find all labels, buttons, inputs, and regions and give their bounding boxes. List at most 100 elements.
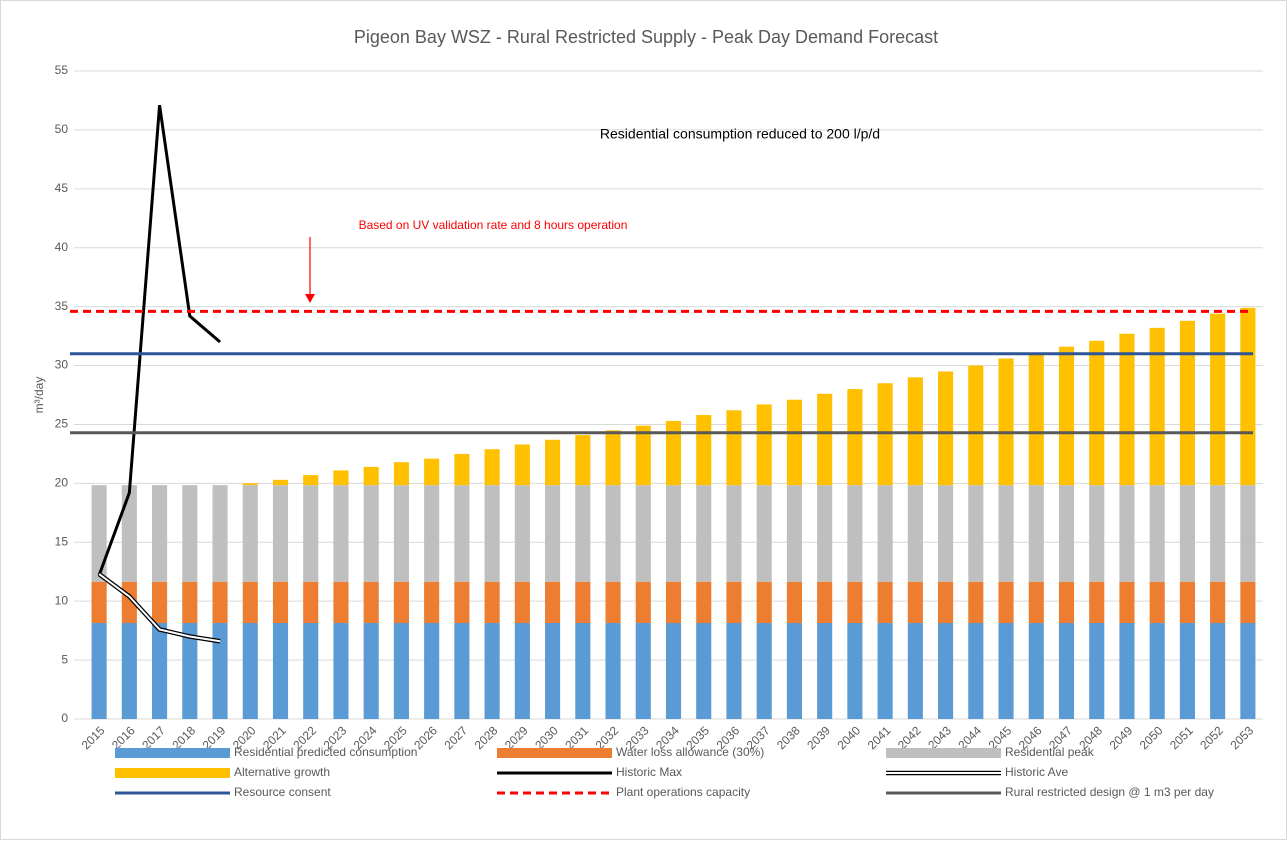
y-tick-label: 25 [55,417,69,431]
legend-label: Residential peak [1005,745,1095,759]
bar-segment [998,622,1014,719]
bar-segment [696,622,712,719]
bar-segment [817,622,833,719]
bar-segment [1210,485,1226,582]
bar-segment [907,622,923,719]
bar-segment [514,485,530,582]
bar-segment [847,389,863,486]
bar-segment [726,581,742,623]
bar-segment [393,581,409,623]
bar-segment [363,466,379,486]
bar-segment [1119,333,1135,486]
bar-segment [1028,581,1044,623]
bar-segment [545,485,561,582]
bar-segment [756,581,772,623]
bar-segment [1058,485,1075,582]
bar-segment [303,622,319,719]
y-tick-label: 5 [61,652,68,666]
bar-segment [605,581,621,623]
bar-segment [1089,340,1105,486]
bar-segment [424,458,440,486]
bar-segment [454,485,470,582]
bar-segment [1240,581,1256,623]
bar-segment [1240,622,1256,719]
bar-segment [242,581,258,623]
legend-label: Resource consent [234,785,331,799]
bar-segment [968,365,984,486]
bar-segment [998,358,1014,486]
bar-segment [152,622,168,719]
y-tick-label: 15 [55,534,69,548]
bar-segment [363,622,379,719]
y-tick-label: 30 [55,358,69,372]
bar-segment [786,485,802,582]
y-tick-label: 50 [55,122,69,136]
bar-segment [907,581,923,623]
bar-segment [968,485,984,582]
bar-segment [605,622,621,719]
bar-segment [605,430,621,486]
bar-segment [242,483,258,486]
bar-segment [1089,581,1105,623]
bar-segment [212,581,228,623]
bar-segment [575,435,591,486]
bar-segment [1089,622,1105,719]
bar-segment [1149,485,1165,582]
bar-segment [786,399,802,486]
bar-segment [1179,485,1195,582]
bar-segment [998,485,1014,582]
bar-segment [1210,313,1226,486]
bar-segment [272,485,289,582]
bar-segment [696,415,712,486]
bar-segment [817,485,833,582]
legend-swatch [115,768,230,778]
bar-segment [1119,485,1135,582]
bar-segment [1149,327,1165,486]
bar-segment [665,581,682,623]
bar-segment [454,453,470,486]
bar-segment [968,581,984,623]
bar-segment [272,479,289,486]
annotation: Residential consumption reduced to 200 l… [600,126,880,142]
bar-segment [998,581,1014,623]
bar-segment [1028,352,1044,486]
bar-segment [756,485,772,582]
bar-segment [91,622,107,719]
bar-segment [1149,622,1165,719]
bar-segment [182,622,198,719]
bar-segment [1179,581,1195,623]
bar-segment [877,581,893,623]
y-axis-label: m³/day [32,377,46,414]
bar-segment [1058,346,1075,486]
legend-label: Rural restricted design @ 1 m3 per day [1005,785,1214,799]
annotation: Based on UV validation rate and 8 hours … [359,218,628,232]
y-tick-label: 0 [61,711,68,725]
bar-segment [272,581,289,623]
bar-segment [1028,622,1044,719]
bar-segment [1179,320,1195,486]
bar-segment [756,404,772,486]
legend-swatch [497,748,612,758]
bar-segment [212,485,228,582]
annotation-arrowhead [305,294,315,303]
bar-segment [1058,581,1075,623]
bar-segment [545,581,561,623]
bar-segment [817,581,833,623]
y-tick-label: 10 [55,593,69,607]
bar-segment [303,485,319,582]
bar-segment [333,470,349,486]
bar-segment [333,581,349,623]
bar-segment [877,622,893,719]
bar-segment [424,485,440,582]
bar-segment [242,485,258,582]
bar-segment [847,485,863,582]
bar-segment [1119,622,1135,719]
y-tick-label: 35 [55,299,69,313]
bar-segment [182,485,198,582]
bar-segment [575,485,591,582]
bar-segment [272,622,289,719]
bar-segment [575,581,591,623]
legend-label: Residential predicted consumption [234,745,417,759]
bar-segment [847,622,863,719]
bar-segment [635,425,651,486]
